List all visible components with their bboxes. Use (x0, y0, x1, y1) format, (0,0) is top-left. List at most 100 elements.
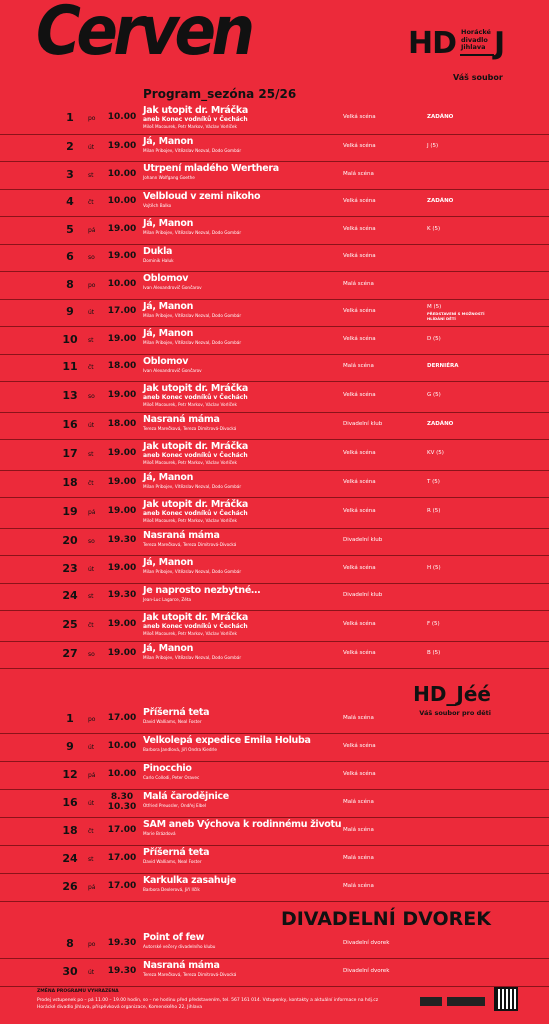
venue: Velká scéna (343, 225, 376, 232)
time: 19.00 (107, 251, 137, 262)
logo-name: Horácké divadlo Jihlava (461, 28, 491, 52)
authors: Tereza Marečková, Tereza Dimitrová-Divoc… (143, 541, 237, 547)
note: D (5) (427, 335, 441, 342)
logo-underscore (460, 54, 494, 56)
venue: Divadelní dvorek (343, 968, 390, 974)
program-row: 11 čt 18.00 Oblomov Ivan Alexandrovič Gončar… (0, 354, 549, 382)
weekday: út (88, 800, 95, 807)
authors: Carlo Collodi, Peter Oravec (143, 775, 200, 780)
weekday: po (88, 115, 96, 123)
show-title: Nasraná máma (143, 413, 220, 425)
show-title: Oblomov (143, 273, 189, 284)
weekday: út (88, 144, 95, 152)
authors: Milan Pribojev, Vítězslav Nezval, Dodo G… (143, 147, 242, 153)
qr-code (494, 987, 518, 1011)
program-row: 6 so 19.00 Dukla Dominik Haluk Velká scéna (0, 244, 549, 272)
time: 19.00 (107, 506, 137, 517)
authors: Ivan Alexandrovič Gončarov (143, 285, 202, 290)
program-row: 12 pá 10.00 Pinocchio Carlo Collodi, Peter O… (0, 761, 549, 790)
authors: Barbora Jandlová, Jiří Ondra Kiedrle (143, 747, 217, 752)
day: 3 (66, 167, 74, 181)
time: 19.00 (107, 648, 137, 659)
weekday: st (88, 171, 94, 179)
time: 19.30 (107, 938, 137, 948)
venue: Velká scéna (343, 621, 376, 628)
logo-tagline: Váš soubor (453, 73, 503, 82)
time: 10.00 (107, 278, 137, 289)
weekday: st (88, 593, 94, 601)
weekday: so (88, 254, 95, 262)
note-detail: PŘEDSTAVENÍ S MOŽNOSTÍ HLÍDÁNÍ DĚTÍ (427, 311, 485, 322)
time: 17.00 (107, 853, 137, 863)
authors: Vojtěch Balko (143, 202, 172, 208)
venue: Velká scéna (343, 114, 376, 121)
venue: Velká scéna (343, 308, 376, 315)
show-title: Utrpení mladého Werthera (143, 163, 279, 174)
venue: Malá scéna (343, 170, 374, 177)
authors: Miloš Macourek, Petr Markov, Václav Vorl… (143, 402, 237, 407)
show-title: Jak utopit dr. Mráčka (143, 105, 248, 116)
time: 10.00 (107, 769, 137, 779)
authors: Ivan Alexandrovič Gončarov (143, 367, 202, 373)
time: 8.30 (110, 792, 134, 802)
show-subtitle: aneb Konec vodníků v Čechách (143, 116, 248, 123)
note: F (5) (427, 621, 440, 628)
authors: Barbora Dexlerová, Jiří Ilčík (143, 887, 200, 892)
day: 16 (62, 796, 78, 809)
program-row: 4 čt 10.00 Velbloud v zemi nikoho Vojtěch Ba… (0, 189, 549, 217)
time: 19.00 (107, 448, 137, 459)
note: T (5) (427, 479, 440, 486)
authors: Miloš Macourek, Petr Markov, Václav Vorl… (143, 124, 237, 129)
kids-tagline: Váš soubor pro děti (419, 709, 491, 717)
program-row: 27 so 19.00 Já, Manon Milan Pribojev, Vítězs… (0, 641, 549, 669)
day: 8 (66, 937, 74, 950)
program-row: 1 po 10.00 Jak utopit dr. Mráčka aneb Konec … (0, 103, 549, 135)
season-subtitle: Program_sezóna 25/26 (143, 87, 297, 101)
weekday: pá (88, 772, 96, 779)
program-row: 25 čt 19.00 Jak utopit dr. Mráčka aneb Konec… (0, 610, 549, 642)
day: 10 (62, 332, 78, 346)
time: 19.30 (107, 966, 137, 976)
weekday: pá (88, 884, 96, 891)
program-row: 19 pá 19.00 Jak utopit dr. Mráčka aneb Konec… (0, 497, 549, 529)
weekday: so (88, 538, 95, 546)
program-row: 24 st 19.30 Je naprosto nezbytné… Jean-Luc L… (0, 583, 549, 611)
authors: Marie Brázdová (143, 831, 176, 836)
show-title: Je naprosto nezbytné… (143, 584, 261, 596)
authors: David Walliams, Neal Foster (143, 719, 202, 724)
show-title: Karkulka zasahuje (143, 875, 236, 886)
program-row: 1 po 17.00 Příšerná teta David Walliams, Nea… (0, 705, 549, 734)
note: R (5) (427, 508, 441, 515)
show-title: Příšerná teta (143, 847, 210, 858)
weekday: čt (88, 480, 94, 488)
show-title: Oblomov (143, 355, 189, 367)
time: 19.00 (107, 619, 137, 630)
weekday: čt (88, 199, 94, 207)
program-row: 8 po 19.30 Point of few Autorské večery diva… (0, 930, 549, 959)
authors: Tereza Marečková, Tereza Dimitrová-Divoc… (143, 425, 237, 431)
note: ZADÁNO (427, 114, 454, 121)
program-row: 8 po 10.00 Oblomov Ivan Alexandrovič Gončaro… (0, 271, 549, 300)
note: KV (5) (427, 450, 444, 457)
program-row: 3 st 10.00 Utrpení mladého Werthera Johann W… (0, 161, 549, 190)
day: 12 (62, 768, 78, 781)
logo-name-line: Jihlava (461, 43, 486, 51)
weekday: po (88, 716, 96, 723)
authors: Miloš Macourek, Petr Markov, Václav Vorl… (143, 460, 237, 465)
partner-logo (420, 997, 442, 1006)
weekday: po (88, 941, 96, 948)
show-title: SAM aneb Výchova k rodinnému životu (143, 819, 342, 830)
show-title: Nasraná máma (143, 960, 220, 971)
venue: Velká scéna (343, 335, 376, 342)
note: J (5) (427, 143, 439, 150)
show-title: Jak utopit dr. Mráčka (143, 499, 248, 510)
weekday: po (88, 281, 96, 289)
weekday: čt (88, 622, 94, 630)
authors: Johann Wolfgang Goethe (143, 175, 195, 180)
authors: Miloš Macourek, Petr Markov, Václav Vorl… (143, 631, 237, 636)
venue: Malá scéna (343, 855, 374, 861)
day: 16 (62, 418, 78, 432)
authors: Milan Pribojev, Vítězslav Nezval, Dodo G… (143, 654, 242, 660)
authors: Milan Pribojev, Vítězslav Nezval, Dodo G… (143, 483, 242, 489)
